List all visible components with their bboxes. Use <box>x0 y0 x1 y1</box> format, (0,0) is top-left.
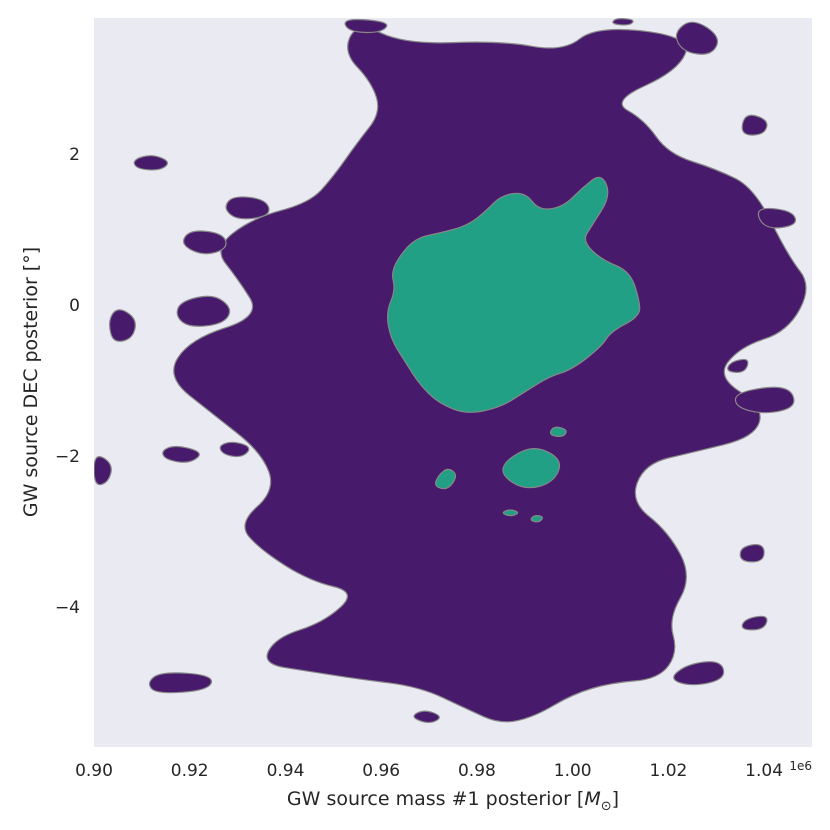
x-tick-label: 0.90 <box>75 761 113 781</box>
contour-region-inner-5 <box>531 516 542 522</box>
x-tick-label: 0.92 <box>171 761 209 781</box>
contour-region-outer-9 <box>150 673 212 693</box>
x-offset-text: 1e6 <box>789 759 812 773</box>
x-axis-label-end: ] <box>612 788 619 810</box>
x-tick-label: 0.98 <box>458 761 496 781</box>
x-tick-label: 1.00 <box>554 761 592 781</box>
y-tick-labels: 2 0 −2 −4 <box>55 145 80 618</box>
x-axis-label-text: GW source mass #1 posterior [ <box>287 788 584 810</box>
x-tick-label: 1.02 <box>649 761 687 781</box>
x-tick-label: 0.94 <box>267 761 305 781</box>
contour-region-outer-13 <box>740 545 764 562</box>
y-tick-label: 2 <box>69 145 80 165</box>
contour-region-inner-4 <box>503 510 517 516</box>
x-axis-label: GW source mass #1 posterior [M⊙] <box>287 788 619 814</box>
y-tick-label: −4 <box>55 598 80 618</box>
x-axis-label-subscript: ⊙ <box>601 799 612 814</box>
contour-region-outer-5 <box>226 197 269 219</box>
x-tick-label: 1.04 <box>745 761 783 781</box>
y-tick-label: 0 <box>69 296 80 316</box>
y-axis-label: GW source DEC posterior [°] <box>20 247 42 517</box>
contour-region-outer-20 <box>613 19 633 25</box>
x-axis-label-math: M <box>584 788 600 810</box>
contour-region-inner-2 <box>551 427 567 436</box>
contour-region-outer-19 <box>345 19 387 32</box>
x-tick-labels: 0.90 0.92 0.94 0.96 0.98 1.00 1.02 1.04 <box>75 761 783 781</box>
x-tick-label: 0.96 <box>362 761 400 781</box>
contour-region-outer-1 <box>134 156 167 170</box>
y-tick-label: −2 <box>55 447 80 467</box>
